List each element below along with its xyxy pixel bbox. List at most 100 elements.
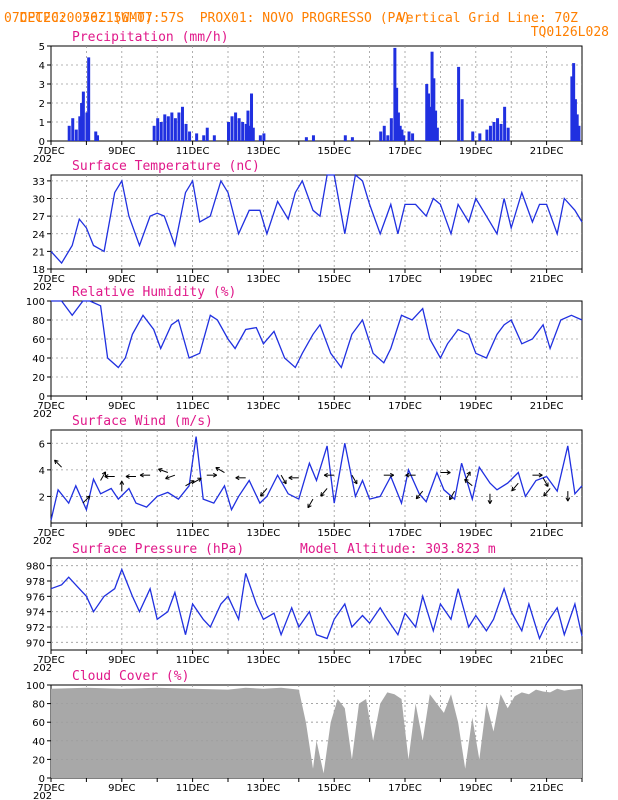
x-tick-label: 21DEC (530, 146, 564, 157)
precip-bar (350, 137, 354, 141)
precip-bar (94, 131, 98, 141)
y-tick-label: 27 (32, 212, 45, 223)
wind-arrow-shaft (260, 488, 268, 497)
x-tick-label: 7DEC (37, 401, 64, 412)
precip-bar (244, 123, 248, 141)
precip-bar (572, 63, 576, 141)
x-tick-label: 15DEC (317, 528, 351, 539)
wind-arrow (542, 477, 549, 487)
wind-arrow-head (405, 472, 410, 476)
wind-arrow-head (125, 474, 130, 477)
precip-bar (402, 135, 406, 141)
wind-arrow-shaft (280, 474, 287, 485)
x-tick-label: 13DEC (247, 146, 281, 157)
precip-bar (166, 116, 170, 141)
wind-arrow-head (464, 478, 469, 481)
x-year-overlap: 202 (33, 282, 52, 293)
x-tick-label: 7DEC (37, 274, 64, 285)
y-tick-label: 100 (26, 681, 45, 692)
wind-arrow-head (307, 505, 312, 509)
precip-bar (227, 122, 230, 141)
x-tick-label: 7DEC (37, 528, 64, 539)
precip-bar (173, 118, 177, 141)
x-tick-label: 11DEC (176, 783, 210, 794)
wind-arrow-head (390, 474, 394, 478)
plot-frame (50, 429, 583, 524)
precip-bar (87, 57, 91, 141)
precip-bar (311, 135, 315, 141)
precip-bar (499, 123, 503, 141)
wind-arrow-head (446, 470, 451, 473)
wind-arrow-head (288, 477, 293, 481)
wind-arrow (487, 493, 493, 505)
x-tick-label: 13DEC (247, 783, 281, 794)
y-tick-label: 6 (39, 439, 45, 450)
wind-arrow (100, 471, 107, 481)
precip-bar (485, 129, 489, 141)
precip-bar (74, 129, 78, 141)
series-line (50, 436, 583, 521)
wind-arrow-shaft (307, 498, 314, 508)
y-tick-label: 4 (39, 466, 45, 477)
wind-arrow (192, 477, 202, 484)
y-tick-label: 18 (32, 265, 45, 276)
x-tick-label: 19DEC (459, 655, 493, 666)
precip-bar (428, 106, 432, 141)
series-line (51, 300, 583, 369)
cloud-area (51, 687, 582, 778)
y-tick-label: 0 (39, 392, 45, 403)
wind-arrow-shaft (215, 467, 225, 473)
wind-arrow-shaft (449, 490, 455, 501)
precip-bar (246, 110, 250, 141)
precip-bar (156, 118, 160, 141)
panel-5: 0 20 40 60 80 100 7DEC 9DEC 11DEC 13DEC 15DEC 17DEC… (26, 669, 583, 800)
precip-bar (258, 135, 262, 141)
x-tick-label: 19DEC (459, 401, 493, 412)
precip-bar (503, 106, 507, 141)
x-tick-label: 7DEC (37, 146, 64, 157)
x-tick-label: 11DEC (176, 401, 210, 412)
y-tick-label: 974 (26, 608, 45, 619)
wind-arrow (532, 472, 543, 478)
wind-arrow-head (511, 486, 514, 491)
wind-arrow-shaft (464, 478, 473, 487)
x-year-overlap: 202 (33, 536, 52, 547)
wind-arrow-head (165, 475, 169, 479)
x-tick-label: 19DEC (459, 783, 493, 794)
wind-arrow-head (165, 478, 170, 480)
wind-arrow-head (567, 497, 571, 502)
wind-arrow-head (260, 492, 262, 497)
precip-bar (396, 112, 400, 141)
precip-bar (395, 87, 399, 141)
y-tick-label: 2 (39, 492, 45, 503)
x-tick-label: 9DEC (108, 274, 135, 285)
wind-arrow (415, 490, 424, 500)
wind-arrow (82, 495, 91, 504)
precip-bar (570, 76, 574, 141)
precip-bar (382, 125, 386, 141)
precip-bar (506, 127, 510, 141)
wind-arrow-head (416, 496, 421, 500)
precip-bar (184, 123, 188, 141)
wind-arrow-shaft (158, 468, 168, 473)
x-tick-label: 9DEC (108, 146, 135, 157)
series-line (50, 567, 583, 641)
plot-frame (50, 45, 583, 142)
precip-bar (496, 118, 500, 141)
precip-bar (241, 122, 245, 141)
wind-arrow (235, 475, 246, 481)
wind-arrow-head (446, 472, 451, 475)
x-tick-label: 11DEC (176, 146, 210, 157)
wind-arrow-head (353, 481, 358, 485)
precip-bar (159, 122, 163, 141)
y-tick-label: 60 (32, 718, 45, 729)
panel-title: Precipitation (mm/h) (72, 30, 229, 45)
wind-arrow-head (288, 475, 293, 479)
panel-title: Surface Pressure (hPa) (72, 542, 244, 557)
wind-arrow-head (125, 476, 130, 479)
y-tick-label: 40 (32, 354, 45, 365)
header-grid-line: Vertical Grid Line: 70Z (397, 11, 578, 26)
header-date: 07DEC2020 70Z (GMT) (4, 11, 153, 26)
wind-arrow-shaft (82, 495, 91, 504)
x-tick-label: 21DEC (530, 274, 564, 285)
